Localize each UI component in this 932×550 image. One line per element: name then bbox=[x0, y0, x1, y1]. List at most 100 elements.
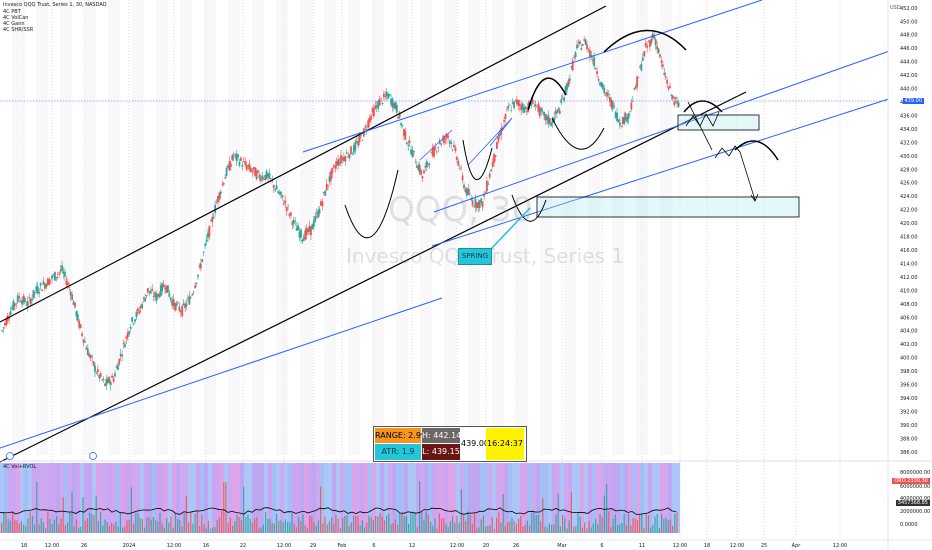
y-tick-label: 416.00 bbox=[900, 248, 918, 254]
volume-bar bbox=[139, 518, 141, 533]
volume-bar bbox=[425, 511, 427, 533]
candle-body bbox=[179, 310, 182, 313]
candle-body bbox=[361, 140, 364, 141]
candle-body bbox=[315, 213, 318, 214]
rvol-band bbox=[284, 463, 288, 533]
y-tick-label: 418.00 bbox=[900, 235, 918, 241]
volume-bar bbox=[51, 523, 53, 533]
volume-bar bbox=[135, 512, 137, 533]
rvol-band bbox=[408, 463, 412, 533]
event-marker-icon[interactable] bbox=[6, 452, 14, 460]
candle-body bbox=[92, 361, 95, 366]
y-tick-label: 430.00 bbox=[900, 154, 918, 160]
indicator-gann[interactable]: 4C Gann bbox=[3, 21, 25, 27]
rounding-top-arc bbox=[603, 29, 687, 53]
volume-bar bbox=[353, 515, 355, 533]
volume-bar bbox=[405, 516, 407, 533]
candle-body bbox=[554, 111, 557, 114]
rvol-band bbox=[356, 463, 360, 533]
volume-bar bbox=[381, 516, 383, 533]
rvol-band bbox=[292, 463, 296, 533]
candle-body bbox=[187, 298, 189, 300]
volume-bar bbox=[302, 514, 304, 533]
candle-body bbox=[577, 42, 580, 44]
candle-body bbox=[177, 302, 179, 304]
volume-bar bbox=[38, 524, 40, 533]
volume-bar bbox=[540, 521, 542, 533]
volume-bar bbox=[229, 517, 231, 533]
candle-body bbox=[26, 301, 29, 307]
candle-body bbox=[25, 305, 28, 307]
volume-bar bbox=[240, 519, 242, 533]
rvol-band bbox=[368, 463, 372, 533]
candle-body bbox=[248, 163, 251, 170]
session-band bbox=[600, 0, 606, 455]
candle-body bbox=[617, 119, 620, 122]
indicator-pbt[interactable]: 4C PBT bbox=[3, 9, 21, 15]
candle-body bbox=[393, 103, 395, 109]
volume-bar bbox=[326, 524, 328, 533]
rvol-band bbox=[584, 463, 588, 533]
candle-body bbox=[121, 354, 124, 357]
candle-body bbox=[663, 72, 666, 75]
rvol-band bbox=[116, 463, 120, 533]
candle-body bbox=[318, 208, 321, 214]
x-tick-label: 12:00 bbox=[277, 543, 291, 549]
candle-body bbox=[405, 142, 408, 144]
rvol-band bbox=[64, 463, 68, 533]
volume-bar bbox=[663, 518, 665, 533]
volume-bar bbox=[445, 523, 447, 533]
rvol-band bbox=[32, 463, 36, 533]
currency-label[interactable]: USD bbox=[890, 5, 901, 11]
session-band bbox=[396, 0, 402, 455]
rvol-band bbox=[276, 463, 280, 533]
volume-bar bbox=[322, 523, 324, 533]
volume-bar bbox=[205, 528, 207, 533]
rvol-band bbox=[580, 463, 584, 533]
candle-body bbox=[460, 167, 463, 169]
volume-bar bbox=[62, 497, 64, 533]
volume-bar bbox=[493, 528, 495, 533]
volume-bar bbox=[328, 521, 330, 533]
volume-bar bbox=[432, 525, 434, 533]
x-tick-label: 12:00 bbox=[833, 543, 847, 549]
indicator-volcan[interactable]: 4C VolCan bbox=[3, 15, 29, 21]
projected-path bbox=[714, 145, 741, 159]
candle-body bbox=[543, 112, 546, 116]
candle-body bbox=[521, 103, 524, 110]
rvol-band bbox=[148, 463, 152, 533]
volume-bar bbox=[91, 513, 93, 533]
rvol-band bbox=[504, 463, 508, 533]
session-band bbox=[234, 0, 240, 455]
rvol-band bbox=[336, 463, 340, 533]
candle-body bbox=[576, 44, 578, 49]
volume-bar bbox=[293, 523, 295, 533]
candle-body bbox=[209, 220, 212, 221]
candle-body bbox=[506, 108, 508, 110]
candle-body bbox=[199, 263, 202, 269]
candle-body bbox=[101, 379, 104, 381]
volume-bar bbox=[60, 518, 62, 533]
trend-drawings bbox=[0, 0, 899, 463]
candle-body bbox=[167, 285, 169, 293]
indicator-shr-ssr[interactable]: 4C SHR/SSR bbox=[3, 27, 34, 33]
rvol-band bbox=[480, 463, 484, 533]
rvol-band bbox=[656, 463, 660, 533]
y-tick-label: 452.00 bbox=[900, 6, 918, 12]
volume-pane-title[interactable]: 4C Vol+RVOL bbox=[3, 464, 37, 470]
candle-body bbox=[81, 333, 84, 336]
rvol-band bbox=[68, 463, 72, 533]
session-band bbox=[246, 0, 252, 455]
volume-bar bbox=[377, 516, 379, 533]
candle-body bbox=[374, 105, 377, 109]
candle-body bbox=[377, 101, 380, 109]
candle-body bbox=[620, 126, 623, 127]
volume-bar bbox=[203, 524, 205, 533]
session-band bbox=[366, 0, 372, 455]
candle-body bbox=[538, 106, 541, 117]
volume-bar bbox=[115, 521, 117, 533]
rvol-band bbox=[260, 463, 264, 533]
volume-bar bbox=[553, 524, 555, 533]
event-marker-icon[interactable] bbox=[89, 452, 97, 460]
x-tick-label: 26 bbox=[81, 543, 87, 549]
